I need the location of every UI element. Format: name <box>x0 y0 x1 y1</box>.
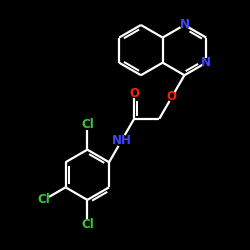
Text: O: O <box>129 87 139 100</box>
Text: O: O <box>167 90 177 104</box>
Text: Cl: Cl <box>81 118 94 131</box>
Text: Cl: Cl <box>38 194 50 206</box>
Text: N: N <box>201 56 211 69</box>
Text: N: N <box>180 18 190 32</box>
Text: NH: NH <box>112 134 132 147</box>
Text: Cl: Cl <box>81 218 94 232</box>
